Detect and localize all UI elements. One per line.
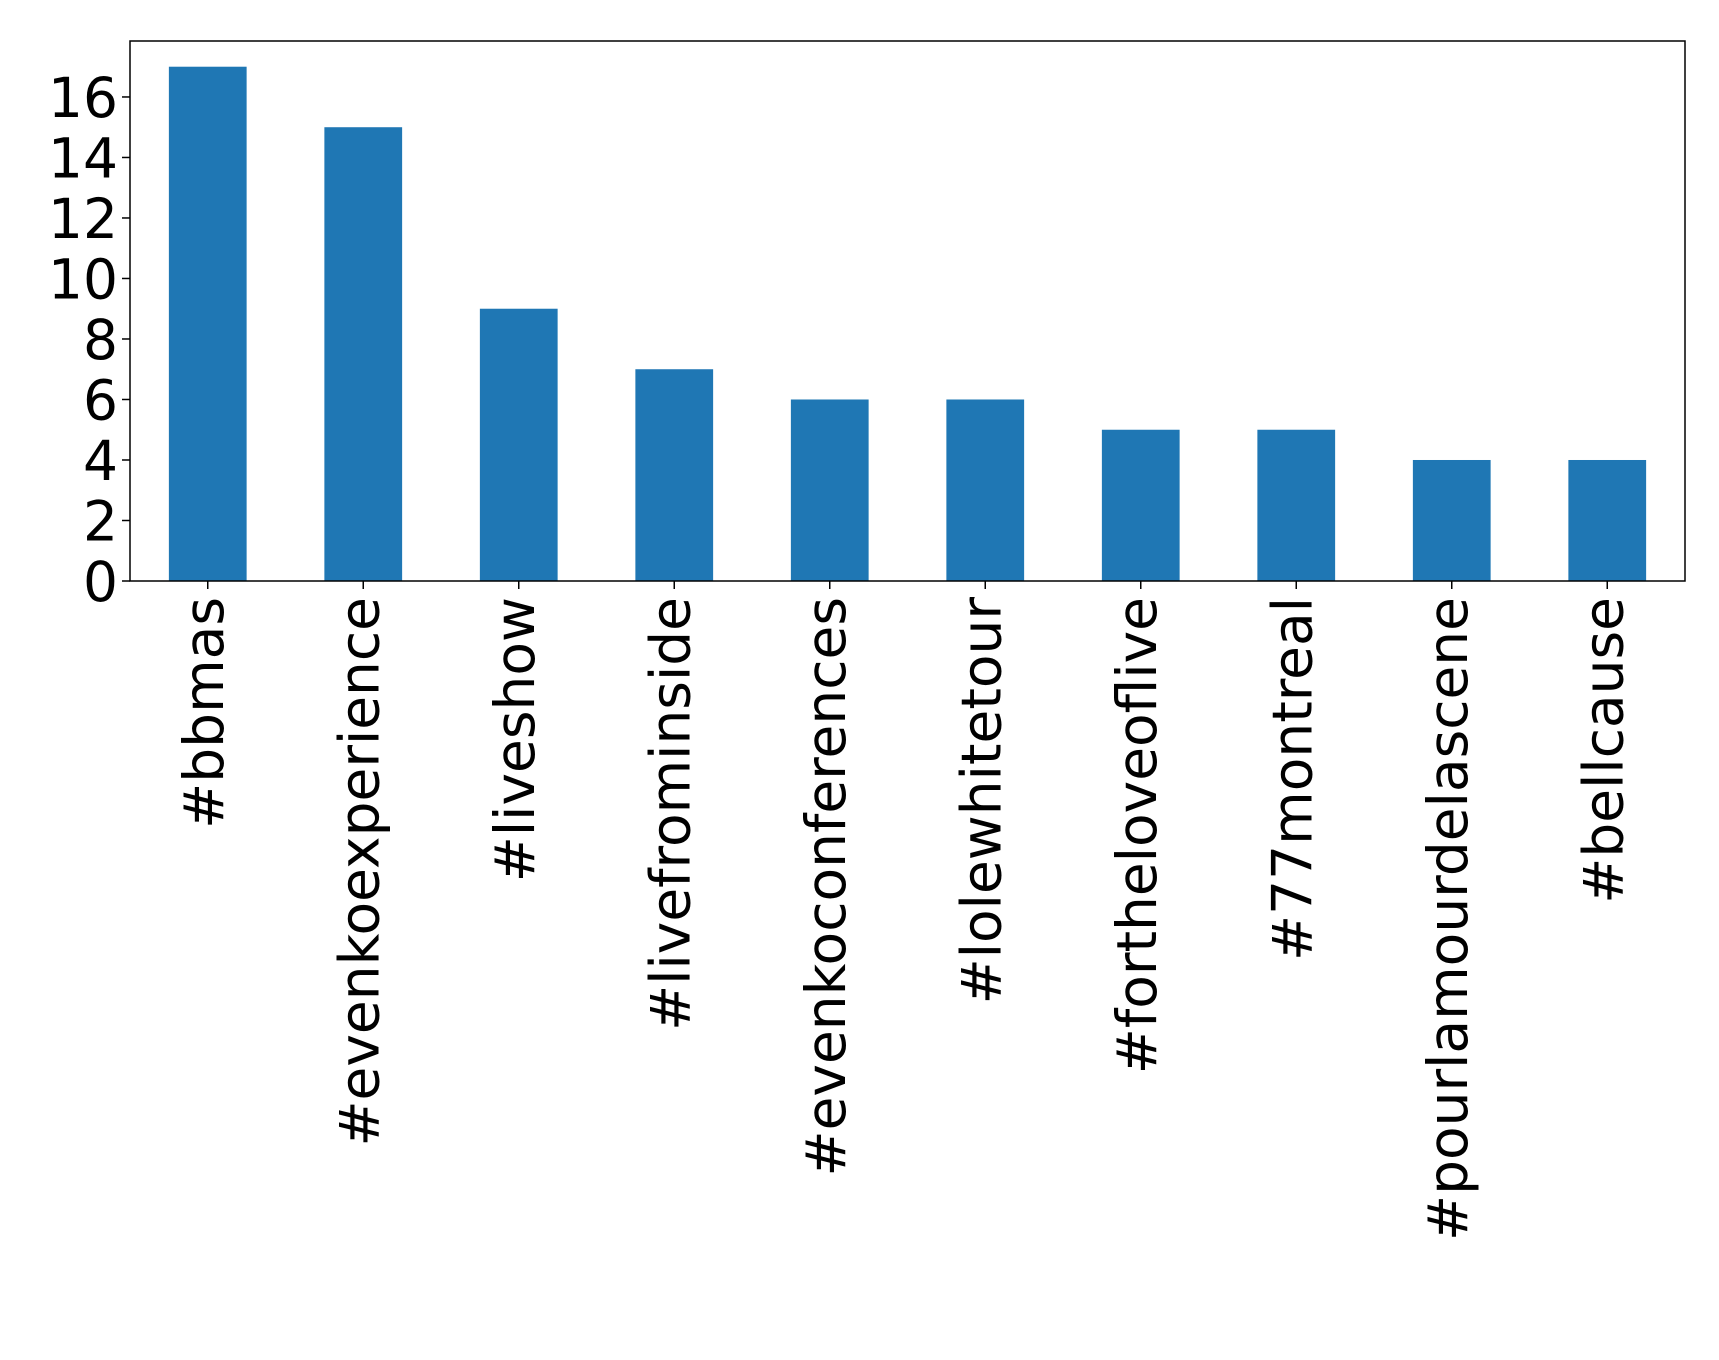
- x-tick-label: #pourlamourdelascene: [1416, 597, 1480, 1241]
- x-tick-label: #livefrominside: [638, 597, 702, 1031]
- bar: [1101, 429, 1180, 581]
- y-tick-label: 10: [48, 247, 118, 311]
- x-tick-label: #lolewhitetour: [949, 597, 1013, 1005]
- bar: [635, 369, 714, 581]
- bar: [1412, 459, 1491, 581]
- x-tick-label: #liveshow: [483, 597, 547, 882]
- y-tick-label: 14: [48, 126, 118, 190]
- bar: [1257, 429, 1336, 581]
- bar: [168, 66, 247, 581]
- x-tick-label: #evenkoconferences: [794, 597, 858, 1177]
- y-tick-label: 12: [48, 187, 118, 251]
- y-tick-label: 6: [83, 368, 118, 432]
- x-tick-label: #bbmas: [172, 597, 236, 829]
- y-tick-label: 8: [83, 308, 118, 372]
- bar: [946, 399, 1025, 581]
- bar: [790, 399, 869, 581]
- bar: [1568, 459, 1647, 581]
- y-tick-label: 0: [83, 550, 118, 614]
- x-tick-label: #evenkoexperience: [327, 597, 391, 1147]
- y-tick-label: 16: [48, 66, 118, 130]
- plot-frame: [129, 40, 1686, 582]
- x-tick-label: #fortheloveoflive: [1105, 597, 1169, 1074]
- y-tick-label: 2: [83, 489, 118, 553]
- x-tick-label: #77montreal: [1260, 597, 1324, 961]
- bar: [479, 308, 558, 581]
- y-tick-label: 4: [83, 429, 118, 493]
- x-tick-label: #bellcause: [1571, 597, 1635, 904]
- bar: [324, 127, 403, 581]
